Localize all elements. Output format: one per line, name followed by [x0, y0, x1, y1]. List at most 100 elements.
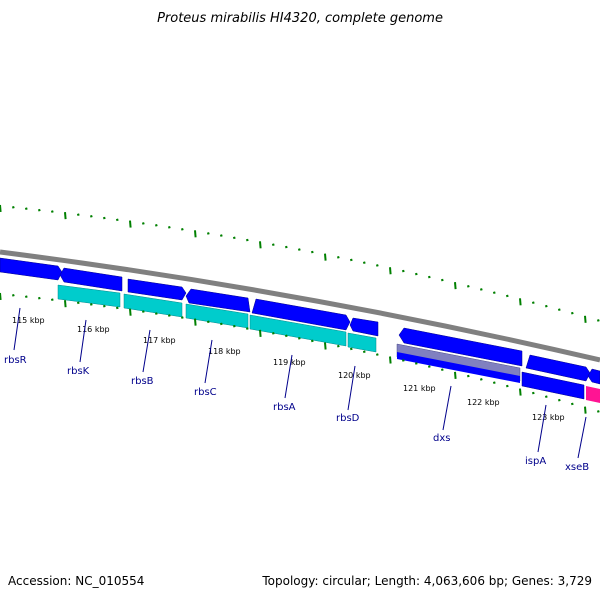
minor-tick — [102, 304, 106, 308]
minor-tick — [349, 258, 353, 262]
feature-rbsK — [59, 267, 123, 292]
minor-tick — [492, 291, 496, 294]
major-tick — [389, 356, 392, 364]
leader-rbsC — [204, 339, 213, 384]
kbp-label: 116 kbp — [77, 325, 110, 334]
minor-tick — [414, 272, 418, 276]
major-tick — [64, 212, 67, 220]
reverse-strand-features — [57, 284, 600, 403]
minor-tick — [76, 213, 80, 217]
minor-tick — [50, 298, 54, 301]
minor-tick — [531, 391, 535, 395]
major-tick — [64, 300, 67, 308]
minor-tick — [596, 319, 600, 322]
gene-label-rbsR: rbsR — [4, 355, 27, 366]
minor-tick — [245, 238, 249, 242]
minor-tick — [336, 255, 340, 259]
feature-rbsD — [349, 317, 379, 337]
minor-tick — [336, 344, 340, 348]
gene-label-rbsC: rbsC — [194, 387, 217, 398]
minor-tick — [531, 301, 535, 305]
minor-tick — [310, 339, 314, 343]
minor-tick — [349, 347, 353, 351]
minor-tick — [596, 410, 600, 413]
leader-xseB — [577, 416, 587, 459]
minor-tick — [24, 207, 28, 211]
minor-tick — [401, 359, 405, 362]
forward-strand-features — [0, 257, 600, 385]
minor-tick — [76, 301, 80, 305]
minor-tick — [232, 236, 236, 240]
minor-tick — [375, 264, 379, 267]
major-tick — [454, 371, 457, 379]
minor-tick — [115, 306, 119, 310]
feature-rbsC — [185, 288, 251, 313]
gene-label-ispA: ispA — [525, 456, 546, 467]
bar-dxs — [397, 352, 520, 383]
minor-tick — [89, 215, 93, 218]
minor-tick — [544, 395, 548, 398]
feature-rbsA — [251, 298, 351, 331]
leader-rbsB — [142, 329, 151, 373]
leader-rbsA — [284, 354, 293, 399]
major-tick — [584, 315, 587, 323]
feature-dxs — [398, 327, 523, 367]
major-tick — [324, 342, 327, 350]
minor-tick — [427, 365, 431, 368]
minor-tick — [297, 248, 301, 251]
minor-tick — [154, 224, 158, 227]
minor-tick — [37, 208, 41, 212]
feature-rbsR — [0, 257, 63, 281]
minor-tick — [11, 294, 15, 297]
major-tick — [0, 292, 2, 301]
feature-rbsB — [127, 278, 187, 301]
minor-tick — [271, 243, 275, 247]
minor-tick — [440, 278, 444, 282]
minor-tick — [362, 350, 366, 354]
minor-tick — [154, 312, 158, 315]
feature-xseB-forward — [587, 368, 600, 385]
kbp-labels: 115 kbp 116 kbp 117 kbp 118 kbp 119 kbp … — [12, 316, 565, 422]
minor-tick — [401, 269, 405, 273]
minor-tick — [492, 381, 496, 385]
minor-tick — [297, 336, 301, 340]
bar-rbsK — [57, 284, 121, 308]
outer-tick-ring — [0, 204, 600, 323]
minor-tick — [11, 206, 15, 209]
major-tick — [194, 318, 197, 326]
gene-leader-lines — [13, 307, 587, 459]
gene-label-xseB: xseB — [565, 462, 589, 473]
kbp-label: 118 kbp — [208, 347, 241, 356]
minor-tick — [89, 303, 93, 306]
minor-tick — [102, 216, 106, 220]
minor-tick — [245, 327, 249, 330]
minor-tick — [375, 353, 379, 356]
minor-tick — [167, 225, 171, 229]
minor-tick — [479, 288, 483, 291]
major-tick — [194, 230, 197, 238]
kbp-label: 121 kbp — [403, 384, 436, 393]
backbone-line — [0, 249, 600, 363]
minor-tick — [206, 320, 210, 324]
major-tick — [324, 253, 327, 261]
leader-rbsD — [347, 365, 356, 411]
minor-tick — [505, 294, 509, 298]
minor-tick — [557, 398, 561, 402]
minor-tick — [440, 368, 444, 371]
minor-tick — [466, 374, 470, 378]
minor-tick — [37, 296, 41, 300]
minor-tick — [544, 304, 548, 308]
major-tick — [259, 241, 262, 249]
bar-ispA — [521, 371, 585, 400]
kbp-label: 117 kbp — [143, 336, 176, 345]
minor-tick — [232, 324, 236, 328]
minor-tick — [115, 218, 119, 222]
kbp-label: 122 kbp — [467, 398, 500, 407]
minor-tick — [427, 275, 431, 279]
major-tick — [0, 204, 2, 213]
major-tick — [584, 406, 587, 414]
bar-xseB — [586, 386, 600, 403]
minor-tick — [180, 316, 184, 319]
kbp-label: 119 kbp — [273, 358, 306, 367]
major-tick — [519, 388, 522, 396]
